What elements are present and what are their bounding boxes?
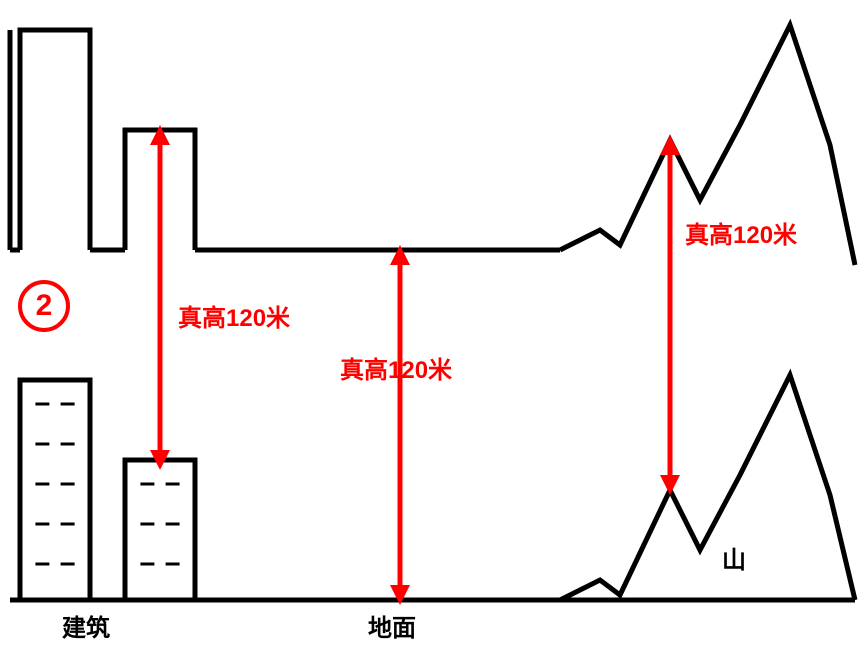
badge-circled-number: 2: [18, 280, 70, 332]
label-bottom-ground: 地面: [368, 608, 416, 643]
label-ground-height: 真高120米: [340, 350, 452, 385]
diagram-stage: 2 真高120米 真高120米 真高120米 山 建筑 地面: [0, 0, 865, 647]
label-mountain-height: 真高120米: [685, 215, 797, 250]
label-mountain-name: 山: [722, 540, 746, 575]
label-building-height: 真高120米: [178, 298, 290, 333]
label-bottom-building: 建筑: [62, 608, 110, 643]
badge-number: 2: [36, 289, 53, 323]
